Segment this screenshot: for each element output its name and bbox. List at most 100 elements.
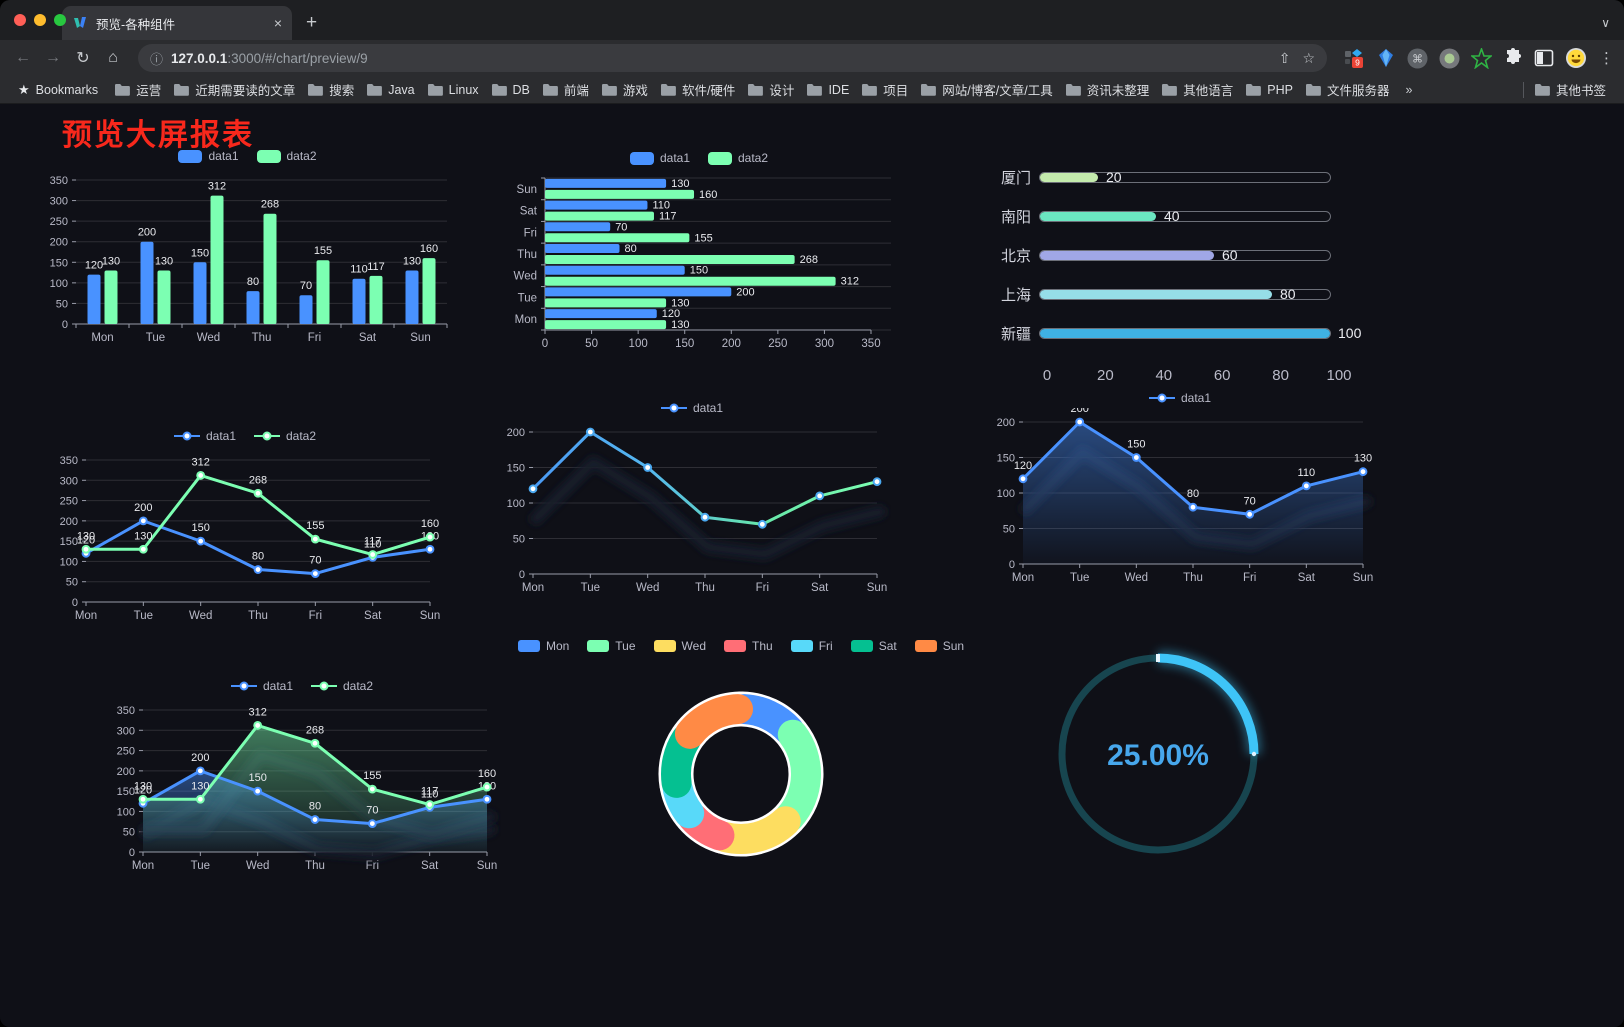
legend-item-Sat[interactable]: Sat — [850, 639, 897, 653]
bar-data2-Thu — [263, 213, 277, 324]
legend-swatch — [708, 151, 732, 165]
back-button[interactable]: ← — [15, 49, 31, 66]
legend-item-data1[interactable]: data1 — [178, 149, 239, 163]
bar-data1-Tue — [140, 241, 154, 324]
bookmark-folder[interactable]: Java — [360, 83, 420, 97]
legend-item-Tue[interactable]: Tue — [587, 639, 636, 653]
green-star-extension-icon[interactable] — [1471, 47, 1492, 69]
extensions-puzzle-icon[interactable] — [1503, 48, 1523, 68]
bookmark-folder[interactable]: PHP — [1239, 83, 1299, 97]
bookmark-folder[interactable]: 其他语言 — [1155, 80, 1239, 99]
window-controls — [14, 14, 66, 26]
svg-text:Mon: Mon — [1012, 572, 1034, 584]
zoom-window-button[interactable] — [54, 14, 66, 26]
legend-item-data2[interactable]: data2 — [708, 151, 768, 165]
bookmark-folder[interactable]: 搜索 — [301, 80, 360, 99]
command-extension-icon[interactable]: ⌘ — [1407, 48, 1428, 69]
legend-item-Fri[interactable]: Fri — [790, 639, 833, 653]
legend-item-data1[interactable]: data1 — [1148, 391, 1211, 405]
forward-button[interactable]: → — [45, 49, 61, 66]
legend-item-Sun[interactable]: Sun — [914, 639, 964, 653]
address-bar[interactable]: ⓘ 127.0.0.1:3000/#/chart/preview/9 ⇧ ☆ — [138, 44, 1327, 72]
folder-icon — [174, 84, 190, 96]
legend-line-marker — [660, 403, 687, 413]
progress-track: 100 — [1039, 325, 1361, 341]
legend-item-data1[interactable]: data1 — [629, 151, 690, 165]
browser-toolbar: ← → ↻ ⌂ ⓘ 127.0.0.1:3000/#/chart/preview… — [0, 40, 1624, 76]
svg-text:Thu: Thu — [305, 860, 325, 872]
bookmark-folder[interactable]: 资讯未整理 — [1059, 80, 1156, 99]
gem-extension-icon[interactable] — [1376, 48, 1396, 68]
tab-close-icon[interactable]: × — [273, 15, 282, 31]
bookmark-folder[interactable]: IDE — [800, 83, 855, 97]
chart-legend: data1 data2 — [46, 426, 444, 446]
dot-extension-icon[interactable] — [1439, 48, 1460, 69]
svg-text:110: 110 — [350, 264, 368, 276]
bookmark-folder[interactable]: 运营 — [108, 80, 167, 99]
bookmark-star-icon[interactable]: ☆ — [1302, 49, 1315, 66]
donut-pie-chart: Mon Tue Wed Thu Fri Sat Sun — [517, 636, 964, 892]
bookmarks-overflow-chevron[interactable]: » — [1405, 82, 1413, 97]
legend-item-data1[interactable]: data1 — [230, 679, 293, 693]
svg-text:200: 200 — [60, 516, 78, 528]
close-window-button[interactable] — [14, 14, 26, 26]
bar-data1-Sat — [545, 200, 648, 210]
bookmark-folder[interactable]: DB — [485, 83, 536, 97]
legend-item-Wed[interactable]: Wed — [653, 639, 706, 653]
legend-item-data1[interactable]: data1 — [660, 401, 723, 415]
other-bookmarks-folder[interactable]: 其他书签 — [1528, 80, 1612, 99]
legend-item-data2[interactable]: data2 — [311, 679, 373, 693]
two-series-area-chart: data1 data2 0 50 100 150 200 250 300 350 Mon Tue Wed… — [103, 676, 501, 890]
progress-fill — [1040, 329, 1330, 338]
legend-item-data1[interactable]: data1 — [173, 429, 236, 443]
home-button[interactable]: ⌂ — [108, 49, 118, 66]
side-panel-icon[interactable] — [1534, 48, 1554, 68]
legend-item-data2[interactable]: data2 — [256, 149, 317, 163]
bookmark-folder[interactable]: 设计 — [741, 80, 800, 99]
url-text: 127.0.0.1:3000/#/chart/preview/9 — [171, 51, 368, 66]
bookmarks-manager[interactable]: ★ Bookmarks — [12, 82, 104, 98]
bookmark-folder[interactable]: 前端 — [536, 80, 595, 99]
legend-item-data2[interactable]: data2 — [254, 429, 316, 443]
chart-legend: data1 — [493, 398, 891, 418]
legend-item-Mon[interactable]: Mon — [517, 639, 569, 653]
bookmark-folder[interactable]: 项目 — [855, 80, 914, 99]
bookmark-folder[interactable]: 网站/博客/文章/工具 — [914, 80, 1058, 99]
progress-row-上海: 上海 80 — [995, 275, 1387, 314]
bar-data1-Fri — [545, 222, 611, 232]
tab-search-chevron-icon[interactable]: ∨ — [1601, 16, 1610, 30]
progress-track: 20 — [1039, 169, 1331, 185]
svg-text:0: 0 — [1009, 559, 1015, 571]
bar-data1-Tue — [545, 287, 732, 297]
site-info-icon[interactable]: ⓘ — [150, 51, 164, 67]
svg-text:312: 312 — [208, 181, 226, 193]
minimize-window-button[interactable] — [34, 14, 46, 26]
bar-data1-Thu — [545, 244, 620, 253]
emoji-extension-icon[interactable] — [1565, 47, 1587, 69]
browser-tab[interactable]: 预览-各种组件 × — [62, 6, 292, 40]
folder-icon — [1534, 84, 1550, 96]
bookmark-folder[interactable]: 文件服务器 — [1299, 80, 1396, 99]
svg-text:Thu: Thu — [252, 332, 272, 344]
svg-text:250: 250 — [768, 338, 787, 350]
titlebar: 预览-各种组件 × + ∨ — [0, 0, 1624, 40]
svg-text:100: 100 — [997, 488, 1015, 500]
legend-label: Fri — [818, 639, 833, 653]
svg-text:110: 110 — [1298, 467, 1316, 479]
share-icon[interactable]: ⇧ — [1278, 49, 1291, 66]
axis-tick-label: 0 — [1042, 367, 1052, 384]
bar-data2-Tue — [545, 298, 667, 308]
bookmark-folder[interactable]: 软件/硬件 — [654, 80, 741, 99]
svg-text:200: 200 — [134, 502, 152, 514]
progress-label: 上海 — [1000, 287, 1031, 304]
new-tab-button[interactable]: + — [306, 12, 318, 33]
proxy-extension-icon[interactable]: 9 — [1343, 47, 1365, 69]
reload-button[interactable]: ↻ — [76, 50, 90, 67]
legend-line-marker — [254, 431, 280, 441]
browser-menu-icon[interactable]: ⋮ — [1599, 50, 1614, 67]
bookmark-folder-label: Java — [388, 82, 415, 97]
bookmark-folder[interactable]: 近期需要读的文章 — [167, 80, 301, 99]
bookmark-folder[interactable]: Linux — [421, 83, 485, 97]
bookmark-folder[interactable]: 游戏 — [595, 80, 654, 99]
legend-item-Thu[interactable]: Thu — [724, 639, 773, 653]
